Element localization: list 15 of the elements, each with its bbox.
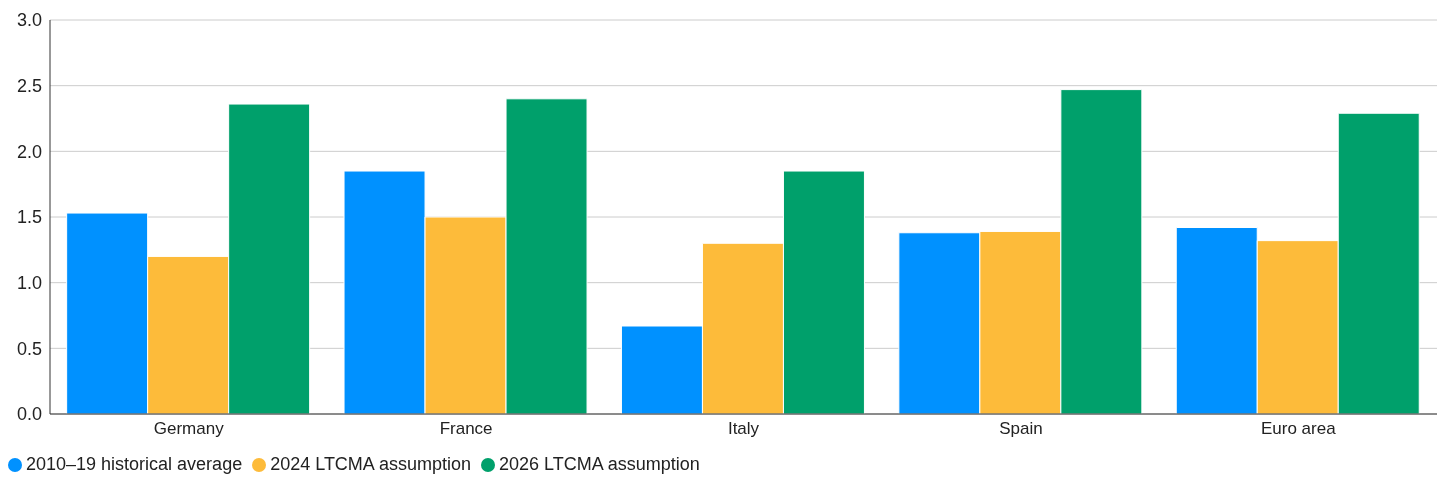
y-tick-label: 3.0 bbox=[16, 10, 42, 31]
legend-label: 2026 LTCMA assumption bbox=[498, 454, 700, 474]
x-tick-label: Euro area bbox=[1260, 419, 1337, 439]
y-tick-label: 1.5 bbox=[16, 207, 42, 228]
y-tick-label: 2.5 bbox=[16, 76, 42, 97]
x-tick-label: Spain bbox=[999, 419, 1043, 439]
x-tick-label: France bbox=[439, 419, 493, 439]
y-tick-label: 0.0 bbox=[16, 404, 42, 425]
y-tick-label: 0.5 bbox=[16, 338, 42, 359]
x-tick-label: Italy bbox=[727, 419, 760, 439]
y-tick-label: 2.0 bbox=[16, 141, 42, 162]
legend-label: 2010–19 historical average bbox=[26, 454, 243, 474]
legend-label: 2024 LTCMA assumption bbox=[270, 454, 471, 474]
x-tick-label: Germany bbox=[153, 419, 225, 439]
y-tick-label: 1.0 bbox=[16, 273, 42, 294]
